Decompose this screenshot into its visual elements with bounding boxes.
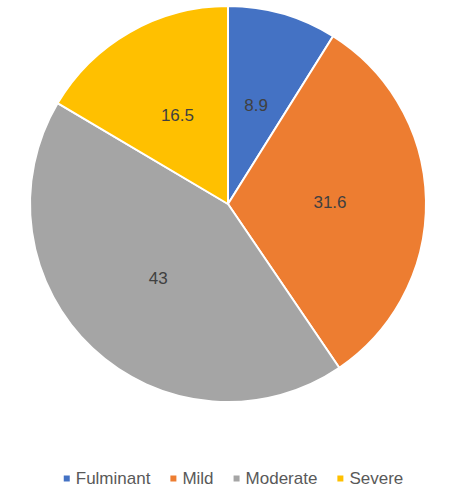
svg-text:Mild: Mild (182, 469, 213, 488)
svg-text:43: 43 (149, 269, 168, 288)
svg-text:16.5: 16.5 (161, 106, 194, 125)
svg-text:Moderate: Moderate (246, 469, 318, 488)
svg-text:8.9: 8.9 (244, 96, 268, 115)
svg-text:Severe: Severe (349, 469, 403, 488)
svg-text:31.6: 31.6 (313, 193, 346, 212)
svg-text:Fulminant: Fulminant (76, 469, 151, 488)
